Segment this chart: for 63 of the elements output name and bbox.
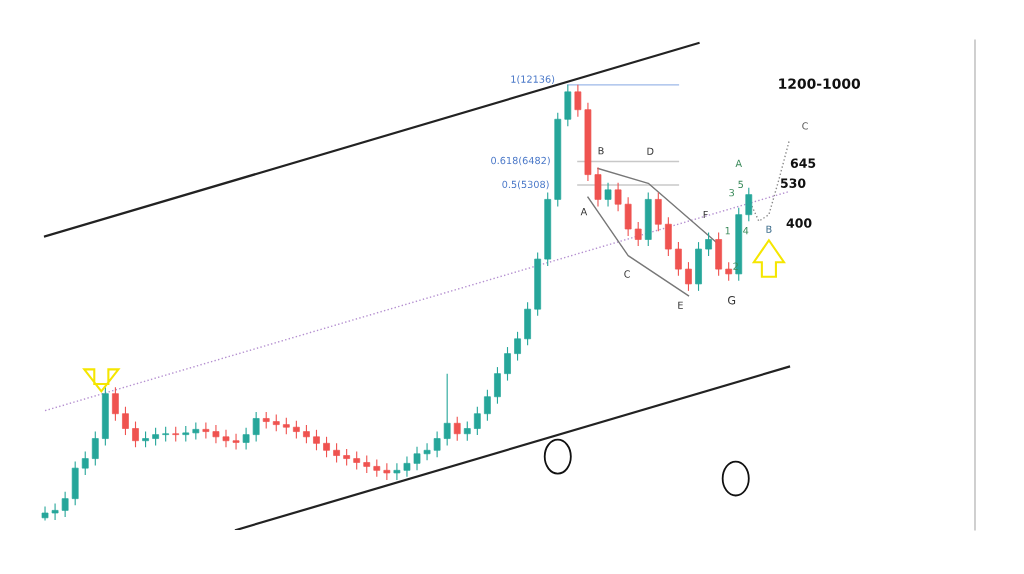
annotation: 1200-1000 [779,78,861,89]
text: C [802,122,808,130]
annotation: 0.618(6482) [491,156,550,166]
candlestick [453,416,461,442]
candlestick [463,420,471,442]
annotation: D [647,147,654,155]
annotation: 530 [780,178,806,188]
annotation: G [728,296,736,305]
candlestick [383,462,391,481]
annotation: F [703,211,708,219]
annotation: 4 [743,227,749,235]
candlestick [91,431,99,467]
candlestick [705,231,712,257]
candlestick [725,261,733,282]
annotation: C [624,270,631,278]
candlestick [323,436,330,458]
candlestick [514,331,521,362]
annotation: 3 [729,188,735,197]
annotation: E [678,301,683,309]
candlestick [61,491,69,518]
candlestick [574,84,582,118]
annotation: 0.5(5308) [502,180,549,190]
candlestick [222,429,230,448]
candlestick [202,421,210,440]
candlestick [112,386,119,422]
candlestick [252,411,260,443]
candlestick [212,424,220,444]
candlestick [413,446,421,471]
candlestick [604,182,612,207]
candlestick [242,427,250,450]
annotation: 2 [733,262,738,270]
annotation: 645 [790,158,816,168]
candlestick [423,442,431,461]
candlestick [232,433,240,450]
annotation: 5 [738,180,743,189]
candlestick [634,221,642,247]
candlestick [614,182,622,212]
candlestick [333,442,340,464]
candlestick [41,505,49,521]
candlestick [675,241,682,277]
candlestick [393,462,401,481]
annotation: 1 [725,227,730,235]
candlestick [443,373,451,447]
text: 1(12136) [511,75,555,84]
candlestick [504,346,511,382]
candlestick [132,420,139,448]
candlestick [313,429,320,451]
candlestick [122,406,129,436]
annotation: A [580,208,588,216]
annotation: A [735,159,742,167]
candlestick [433,431,441,458]
candlestick [745,187,753,222]
candlestick [51,502,59,521]
candlestick [484,389,491,422]
candlestick [303,424,310,444]
candlestick [473,406,481,436]
annotation: 400 [786,218,812,228]
annotation: B [598,147,604,155]
candlestick [81,451,89,476]
annotation: B [766,225,772,233]
candlestick [685,261,692,292]
candlestick [494,366,501,405]
candlestick [403,455,411,478]
